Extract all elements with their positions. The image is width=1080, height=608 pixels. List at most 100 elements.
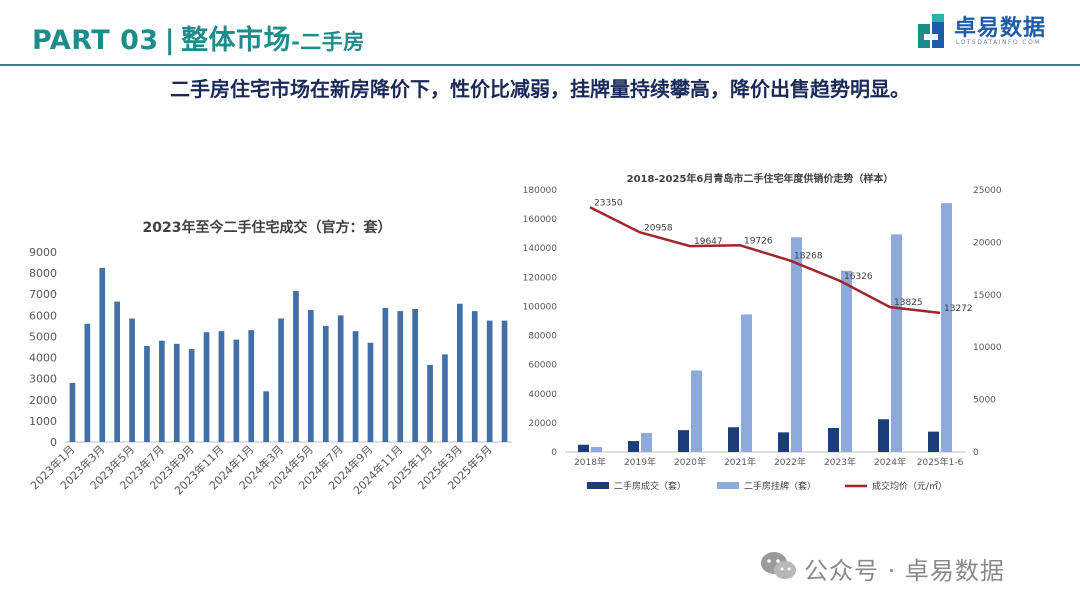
slide-header: PART 03 | 整体市场-二手房 卓易数据 LOTSDATAINFO.COM [0,0,1080,66]
y-tick-label: 8000 [29,267,57,280]
price-line [589,206,941,315]
bar [308,310,314,442]
deal-bar [578,444,589,452]
listing-bar [941,203,952,452]
x-tick-label: 2022年 [774,456,806,468]
chart-title: 2018-2025年6月青岛市二手住宅年度供销价走势（样本） [627,172,894,185]
brand-logo: 卓易数据 LOTSDATAINFO.COM [916,8,1066,54]
y-tick-label: 4000 [29,352,57,365]
listing-bar [591,446,602,452]
section-subtitle: -二手房 [291,30,365,54]
bar [471,311,478,442]
bar [114,301,120,442]
legend-label-listings: 二手房挂牌（套） [744,480,816,492]
legend-label-deals: 二手房成交（套） [614,480,686,492]
legend-swatch-listings [717,482,739,489]
y-tick-label: 1000 [29,415,57,428]
chart-title: 2023年至今二手住宅成交（官方：套） [143,219,392,236]
y-tick-label: 3000 [29,373,57,386]
y-right-tick-label: 10000 [973,343,1002,353]
x-tick-label: 2025年1-6 [917,456,964,468]
price-data-label: 19647 [694,237,723,247]
y-left-tick-label: 100000 [523,302,558,312]
deal-bar [878,419,889,452]
bar [69,382,76,442]
watermark-text: 公众号 · 卓易数据 [804,557,1005,585]
y-left-tick-label: 180000 [523,186,558,196]
bar [263,391,269,442]
y-tick-label: 7000 [29,288,57,301]
deal-bar [778,432,789,452]
bar [352,331,359,442]
listing-bar [741,314,752,452]
x-tick-label: 2020年 [674,456,706,468]
listing-bar [641,433,652,452]
y-left-tick-label: 0 [551,448,557,458]
price-data-label: 13825 [894,298,923,308]
title-separator: | [164,25,176,56]
x-tick-label: 2018年 [574,456,606,468]
bar [203,332,210,442]
bar [129,318,135,442]
x-tick-label: 2021年 [724,456,756,468]
bar [188,349,195,442]
y-right-tick-label: 15000 [973,291,1002,301]
y-right-tick-label: 0 [973,448,979,458]
bar [457,303,463,442]
y-left-tick-label: 40000 [528,390,557,400]
bar [427,364,433,442]
bar [397,311,404,442]
y-left-tick-label: 60000 [528,361,557,371]
y-right-tick-label: 25000 [973,186,1002,196]
legend-label-price: 成交均价（元/㎡） [872,480,947,492]
annual-supply-price-chart: 2018-2025年6月青岛市二手住宅年度供销价走势（样本） 0 20000 400… [523,172,1002,492]
listing-bar [841,270,852,452]
bar [218,331,225,442]
logo-wordmark: 卓易数据 [954,16,1047,41]
x-tick-label: 2023年 [824,456,856,468]
deal-bar [728,427,739,452]
x-tick-label: 2024年 [874,456,906,468]
y-left-tick-label: 160000 [523,215,558,225]
price-data-label: 13272 [944,304,973,314]
bar [382,307,389,442]
y-right-tick-label: 5000 [973,396,996,406]
section-title: PART 03 | 整体市场-二手房 [32,18,365,57]
listing-bar [791,237,802,452]
bar [278,318,284,442]
price-data-label: 16326 [844,272,873,282]
legend-swatch-deals [587,482,609,489]
bar [337,315,344,442]
listing-bar [691,370,702,452]
y-tick-label: 2000 [29,394,57,407]
bar [173,343,180,442]
y-tick-label: 5000 [29,330,57,343]
y-tick-label: 6000 [29,309,57,322]
deal-bar [928,431,939,452]
bar [159,340,165,442]
bar [486,320,493,442]
bar [248,330,255,442]
x-tick-label: 2019年 [624,456,656,468]
price-data-label: 23350 [594,198,623,208]
bar [501,320,508,442]
part-label: PART 03 [32,25,159,56]
y-left-tick-label: 120000 [523,273,558,283]
bar [442,354,448,442]
y-tick-label: 9000 [29,246,57,259]
bar [84,323,91,442]
y-left-tick-label: 20000 [528,419,557,429]
y-left-tick-label: 140000 [523,244,558,254]
listing-bar [891,234,902,452]
price-data-label: 20958 [644,223,673,233]
slide-headline: 二手房住宅市场在新房降价下，性价比减弱，挂牌量持续攀高，降价出售趋势明显。 [170,77,910,101]
deal-bar [678,430,689,452]
monthly-deals-chart: 2023年至今二手住宅成交（官方：套） 0 1000 2000 3000 4000 500… [27,219,512,497]
header-divider [0,64,1080,66]
bar [293,291,299,442]
logo-mark-icon [918,14,944,48]
logo-domain: LOTSDATAINFO.COM [956,39,1041,46]
bar [322,325,329,442]
bar [367,342,374,442]
price-data-label: 18268 [794,252,823,262]
